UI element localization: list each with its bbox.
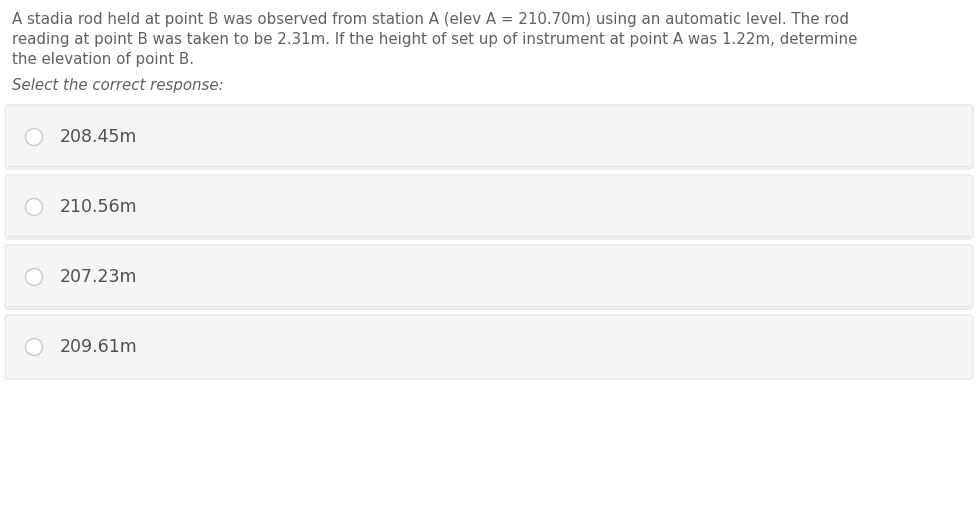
Circle shape — [25, 198, 42, 216]
Text: the elevation of point B.: the elevation of point B. — [12, 52, 194, 67]
Circle shape — [25, 338, 42, 355]
FancyBboxPatch shape — [5, 245, 973, 309]
Circle shape — [25, 268, 42, 286]
Circle shape — [25, 128, 42, 146]
Text: 210.56m: 210.56m — [60, 198, 137, 216]
FancyBboxPatch shape — [5, 105, 973, 169]
FancyBboxPatch shape — [5, 315, 973, 379]
Text: Select the correct response:: Select the correct response: — [12, 78, 223, 93]
Text: A stadia rod held at point B was observed from station A (elev A = 210.70m) usin: A stadia rod held at point B was observe… — [12, 12, 849, 27]
Text: reading at point B was taken to be 2.31m. If the height of set up of instrument : reading at point B was taken to be 2.31m… — [12, 32, 858, 47]
FancyBboxPatch shape — [5, 175, 973, 239]
Text: 207.23m: 207.23m — [60, 268, 137, 286]
Text: 208.45m: 208.45m — [60, 128, 137, 146]
Text: 209.61m: 209.61m — [60, 338, 138, 356]
